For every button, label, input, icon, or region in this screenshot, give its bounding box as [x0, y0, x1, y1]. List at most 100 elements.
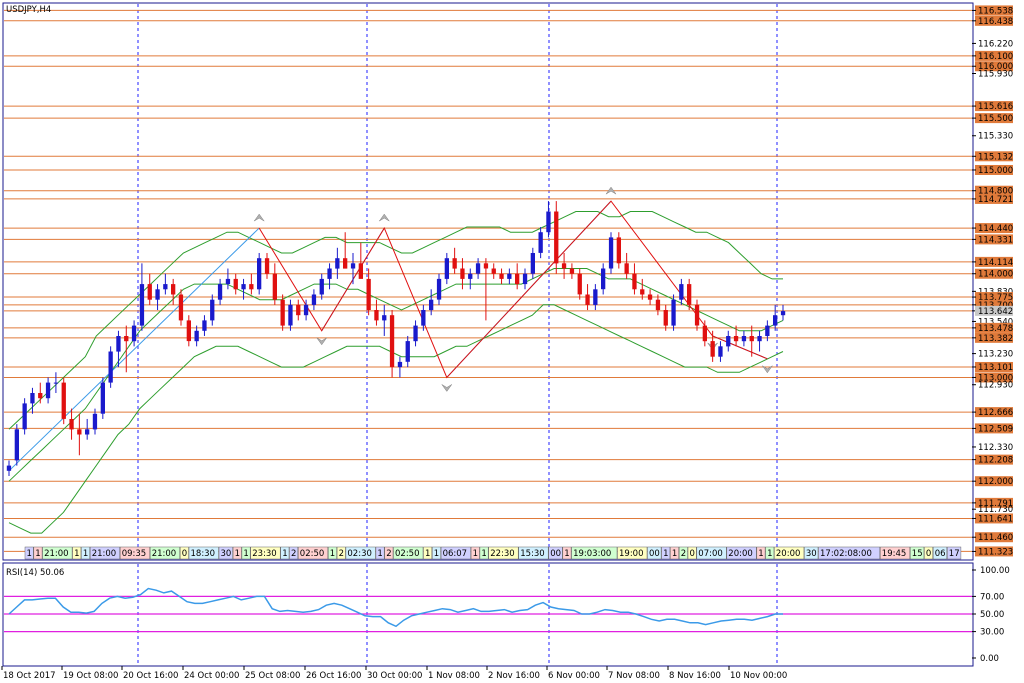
candle-51	[405, 335, 410, 368]
time-tag-bg-35	[661, 546, 671, 560]
time-label-10: 7 Nov 08:00	[608, 671, 660, 681]
price-tick-label-7: 115.500	[978, 114, 1013, 124]
candle-87	[687, 278, 692, 311]
rsi-tick-label-2: 50.00	[980, 610, 1004, 620]
time-tag-bg-4	[81, 546, 90, 560]
candle-44	[350, 252, 356, 285]
candle-17	[139, 263, 145, 331]
price-tick-label-19: 113.700	[978, 301, 1013, 311]
time-tag-bg-24	[432, 546, 441, 560]
price-tag-bg-35	[975, 513, 1013, 524]
time-tag-18: 2	[339, 549, 344, 559]
fractal-arrow-0	[253, 213, 265, 222]
time-tag-37: 2	[681, 549, 686, 559]
candle-94	[741, 330, 747, 347]
price-tag-bg-12	[975, 193, 1013, 204]
band-upper	[8, 211, 783, 430]
candle-97	[765, 320, 770, 342]
time-label-12: 10 Nov 00:00	[730, 671, 787, 681]
time-label-9: 6 Nov 00:00	[548, 671, 600, 681]
candle-7	[61, 377, 66, 425]
time-tag-19: 02:30	[347, 549, 372, 559]
time-tag-8: 0	[182, 549, 187, 559]
time-tag-12: 1	[243, 549, 248, 559]
band-middle	[8, 268, 784, 482]
price-tag-bg-15	[975, 256, 1013, 267]
time-label-0: 18 Oct 2017	[3, 671, 56, 681]
candle-68	[538, 227, 543, 259]
price-tick-label-35: 111.641	[978, 514, 1013, 524]
price-tag-bg-26	[975, 372, 1013, 383]
time-tag-bg-21	[384, 546, 394, 560]
price-tick-label-30: 112.330	[978, 443, 1013, 453]
candle-31	[249, 273, 254, 295]
time-tag-bg-19	[345, 546, 376, 560]
time-tag-22: 02:50	[395, 549, 420, 559]
price-tag-bg-16	[975, 268, 1013, 279]
time-tag-bg-42	[765, 546, 775, 560]
price-tick-label-8: 115.330	[978, 132, 1013, 142]
price-tag-bg-1	[975, 15, 1013, 26]
price-tick-label-26: 113.000	[978, 373, 1013, 383]
candle-79	[624, 252, 629, 279]
time-tag-43: 20:00	[776, 549, 801, 559]
time-tag-bg-50	[947, 546, 962, 560]
time-tag-bg-14	[280, 546, 290, 560]
candle-65	[515, 263, 520, 290]
time-tag-9: 18:30	[191, 549, 216, 559]
time-tag-bg-49	[932, 546, 948, 560]
price-tag-bg-22	[975, 322, 1013, 333]
candle-95	[749, 325, 754, 357]
fractal-arrow-1	[316, 337, 327, 346]
time-tag-bg-33	[617, 546, 648, 560]
time-tag-bg-15	[289, 546, 299, 560]
price-tag-bg-31	[975, 454, 1013, 465]
time-tag-bg-32	[571, 546, 618, 560]
price-tick-label-37: 111.323	[978, 547, 1013, 557]
candle-29	[233, 273, 238, 295]
time-tag-4: 1	[83, 549, 88, 559]
current-price-label: 113.642	[978, 307, 1013, 317]
price-tag-bg-25	[975, 361, 1013, 372]
candle-35	[280, 294, 285, 331]
candle-88	[694, 299, 700, 331]
rsi-tick-label-3: 30.00	[980, 628, 1004, 638]
time-tag-bg-7	[149, 546, 180, 560]
time-tag-45: 17:02:08:00	[820, 549, 872, 559]
price-tick-label-31: 112.208	[978, 456, 1013, 466]
candle-26	[210, 294, 215, 326]
candle-56	[444, 252, 449, 285]
price-tag-bg-13	[975, 223, 1013, 234]
candle-93	[733, 325, 739, 347]
time-tag-16: 02:50	[300, 549, 325, 559]
price-tick-label-4: 116.000	[978, 62, 1013, 72]
candle-13	[108, 346, 113, 388]
time-tag-bg-17	[328, 546, 337, 560]
candle-43	[343, 232, 348, 269]
price-tick-label-11: 114.800	[978, 187, 1013, 197]
rsi-tick-label-0: 100.00	[980, 566, 1010, 576]
price-tag-bg-7	[975, 113, 1013, 124]
time-tag-bg-38	[687, 546, 697, 560]
time-tag-bg-10	[218, 546, 233, 560]
candle-12	[100, 377, 105, 419]
candle-11	[92, 408, 98, 435]
time-tag-bg-47	[910, 546, 925, 560]
time-tag-bg-45	[818, 546, 881, 560]
time-tag-bg-34	[647, 546, 662, 560]
time-label-2: 20 Oct 16:00	[123, 671, 178, 681]
time-tag-bg-9	[188, 546, 219, 560]
candle-5	[45, 377, 51, 404]
candle-48	[382, 304, 387, 336]
price-tick-label-21: 113.540	[978, 317, 1013, 327]
time-tag-48: 0	[926, 549, 931, 559]
candle-52	[413, 320, 418, 347]
candle-19	[155, 284, 160, 311]
time-tag-2: 21:00	[44, 549, 69, 559]
time-tag-21: 2	[386, 549, 391, 559]
rsi-tick-label-1: 70.00	[980, 592, 1004, 602]
candle-77	[608, 232, 614, 274]
candle-24	[194, 325, 199, 347]
candle-60	[475, 258, 481, 279]
